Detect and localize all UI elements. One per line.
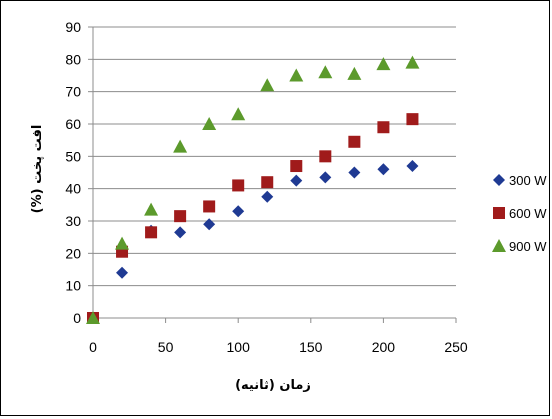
legend: 300 W 600 W 900 W <box>492 173 547 254</box>
series-1 <box>87 113 419 324</box>
data-point <box>406 160 419 173</box>
data-point <box>232 179 245 192</box>
x-tick-label: 250 <box>444 339 468 355</box>
legend-marker <box>492 239 506 252</box>
data-point <box>348 166 361 179</box>
data-point <box>261 190 274 203</box>
y-tick-label: 80 <box>65 51 81 67</box>
data-point <box>347 66 362 80</box>
grid-layer <box>93 26 456 287</box>
data-point <box>86 311 100 324</box>
legend-item: 900 W <box>492 239 547 254</box>
legend-item: 600 W <box>493 206 547 221</box>
series-2 <box>86 55 420 324</box>
y-tick-label: 60 <box>65 116 81 132</box>
data-point <box>232 205 245 218</box>
data-point <box>319 171 332 184</box>
data-point <box>115 236 130 250</box>
series-0 <box>87 160 419 324</box>
data-point <box>203 200 216 213</box>
legend-marker <box>493 174 505 186</box>
data-point <box>174 210 187 223</box>
y-tick-label: 20 <box>65 245 81 261</box>
data-point <box>145 226 158 239</box>
data-point <box>260 78 275 92</box>
x-tick-label: 50 <box>158 339 174 355</box>
data-point <box>290 174 303 187</box>
legend-label: 600 W <box>509 206 547 221</box>
y-tick-label: 90 <box>65 19 81 35</box>
x-tick-label: 100 <box>227 339 251 355</box>
data-point <box>319 150 332 163</box>
x-tick-label: 200 <box>372 339 396 355</box>
legend-marker <box>493 207 505 219</box>
legend-label: 300 W <box>509 173 547 188</box>
data-point <box>231 107 246 121</box>
data-point <box>261 176 274 189</box>
x-axis-title: زمان (ثانیه) <box>235 378 311 393</box>
axis-layer: 0 10 20 30 40 50 60 70 80 90 0 50 100 150 200 250 <box>65 19 467 355</box>
data-point <box>377 163 390 176</box>
y-tick-label: 50 <box>65 148 81 164</box>
legend-label: 900 W <box>509 239 547 254</box>
data-point <box>202 117 217 130</box>
data-point <box>174 226 187 239</box>
y-tick-label: 0 <box>73 310 81 326</box>
data-point <box>348 135 361 148</box>
data-point <box>144 202 159 216</box>
data-point <box>289 68 304 82</box>
y-tick-label: 30 <box>65 213 81 229</box>
y-axis-title: افت پخت (%) <box>30 125 45 214</box>
data-point <box>290 160 303 173</box>
data-point <box>376 57 391 71</box>
data-point <box>406 113 419 126</box>
y-tick-label: 10 <box>65 278 81 294</box>
data-point <box>173 139 188 153</box>
data-point <box>405 55 420 69</box>
data-point <box>203 218 216 231</box>
y-tick-label: 40 <box>65 181 81 197</box>
x-tick-label: 150 <box>299 339 323 355</box>
y-tick-label: 70 <box>65 84 81 100</box>
data-point <box>377 121 390 134</box>
data-point <box>318 65 333 79</box>
data-point <box>116 266 129 279</box>
legend-item: 300 W <box>493 173 547 188</box>
x-tick-label: 0 <box>89 339 97 355</box>
points-layer <box>86 55 420 324</box>
